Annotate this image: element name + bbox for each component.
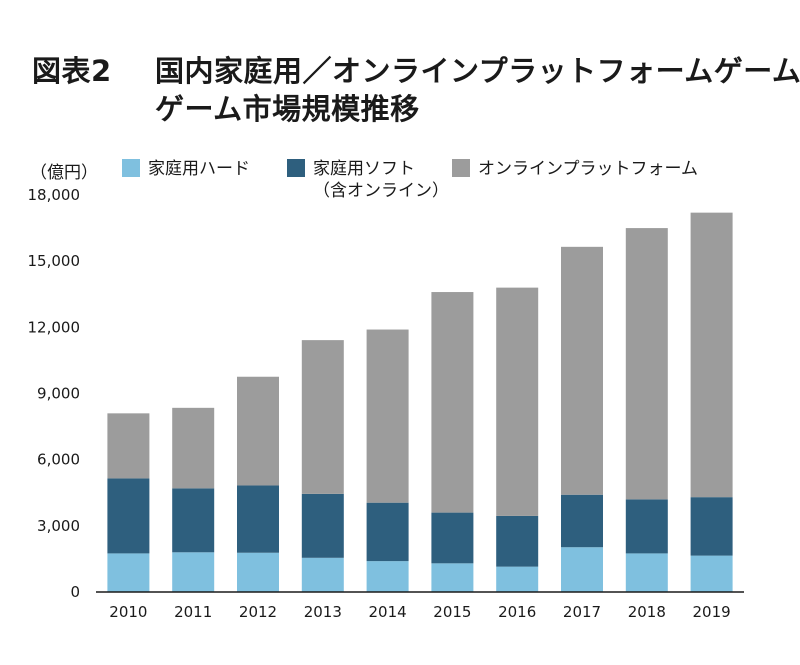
x-tick-label: 2012	[239, 603, 277, 621]
bar-segment-2011-series-0	[172, 552, 215, 592]
bar-segment-2015-series-0	[431, 563, 474, 592]
y-tick-label: 12,000	[28, 318, 81, 336]
bar-segment-2011-series-2	[172, 407, 215, 489]
y-tick-label: 18,000	[28, 186, 81, 204]
bar-segment-2018-series-1	[625, 499, 668, 554]
legend-label-software-line1: 家庭用ソフト	[313, 159, 415, 179]
legend-swatch-online-platform	[452, 159, 470, 177]
bar-segment-2010-series-0	[107, 553, 150, 592]
bar-segment-2014-series-1	[366, 502, 409, 562]
chart-title-line2: ゲーム市場規模推移	[155, 92, 420, 126]
legend-swatch-software	[287, 159, 305, 177]
bar-segment-2016-series-2	[496, 287, 539, 516]
bar-segment-2014-series-0	[366, 561, 409, 592]
bar-segment-2011-series-1	[172, 488, 215, 553]
figure-label: 図表2	[32, 54, 112, 88]
bar-segment-2013-series-0	[301, 557, 344, 592]
x-tick-label: 2017	[563, 603, 601, 621]
bar-segment-2018-series-0	[625, 553, 668, 592]
bar-segment-2015-series-2	[431, 292, 474, 513]
legend-item-hardware: 家庭用ハード	[122, 158, 250, 180]
legend-swatch-hardware	[122, 159, 140, 177]
chart-title-line1: 図表2 国内家庭用／オンラインプラットフォームゲーム	[32, 57, 800, 86]
bar-segment-2016-series-0	[496, 566, 539, 592]
y-tick-label: 0	[70, 583, 80, 601]
legend-label-hardware: 家庭用ハード	[148, 159, 250, 179]
bar-segment-2018-series-2	[625, 228, 668, 500]
bar-segment-2013-series-1	[301, 493, 344, 558]
y-tick-label: 15,000	[28, 252, 81, 270]
y-tick-label: 9,000	[37, 385, 80, 403]
x-tick-label: 2014	[369, 603, 407, 621]
bar-segment-2019-series-2	[690, 212, 733, 498]
bar-segment-2014-series-2	[366, 329, 409, 503]
y-tick-label: 6,000	[37, 451, 80, 469]
legend-label-online-platform: オンラインプラットフォーム	[478, 159, 698, 179]
x-tick-label: 2011	[174, 603, 212, 621]
bar-segment-2010-series-1	[107, 478, 150, 554]
x-tick-label: 2015	[433, 603, 471, 621]
y-tick-label: 3,000	[37, 517, 80, 535]
bar-segment-2017-series-1	[561, 494, 603, 548]
bar-segment-2010-series-2	[107, 413, 150, 479]
x-tick-label: 2010	[109, 603, 147, 621]
bar-segment-2016-series-1	[496, 515, 539, 567]
bar-segment-2015-series-1	[431, 512, 474, 564]
x-tick-label: 2019	[693, 603, 731, 621]
legend-label-software: 家庭用ソフト （含オンライン）	[313, 158, 449, 202]
x-tick-label: 2018	[628, 603, 666, 621]
bar-segment-2019-series-1	[690, 497, 733, 556]
bar-segment-2012-series-1	[237, 485, 279, 553]
bar-segment-2017-series-0	[561, 547, 603, 592]
bar-segment-2012-series-2	[237, 376, 279, 486]
bar-segment-2019-series-0	[690, 555, 733, 592]
bar-segment-2017-series-2	[561, 246, 603, 495]
y-axis-unit-label: （億円）	[30, 163, 98, 183]
legend-label-software-line2: （含オンライン）	[313, 181, 449, 201]
x-tick-label: 2013	[304, 603, 342, 621]
figure-title: 国内家庭用／オンラインプラットフォームゲーム	[155, 54, 800, 88]
x-tick-label: 2016	[498, 603, 536, 621]
legend-item-software: 家庭用ソフト （含オンライン）	[287, 158, 449, 202]
bar-segment-2012-series-0	[237, 552, 279, 592]
legend-item-online-platform: オンラインプラットフォーム	[452, 158, 698, 180]
bar-segment-2013-series-2	[301, 340, 344, 494]
